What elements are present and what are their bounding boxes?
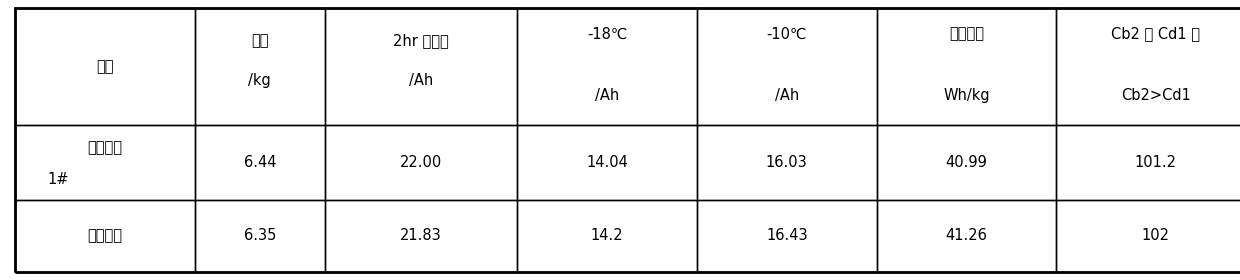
Text: 6.35: 6.35 — [243, 228, 277, 243]
Text: 22.00: 22.00 — [399, 155, 443, 170]
Text: Cb2>Cd1: Cb2>Cd1 — [1121, 88, 1190, 103]
Text: -18℃: -18℃ — [587, 27, 627, 41]
Text: /Ah: /Ah — [409, 73, 433, 88]
Text: 16.43: 16.43 — [766, 228, 807, 243]
Text: 16.03: 16.03 — [766, 155, 807, 170]
Bar — [1056, 8, 1240, 125]
Text: 41.26: 41.26 — [946, 228, 987, 243]
Text: /Ah: /Ah — [595, 88, 619, 103]
Text: -10℃: -10℃ — [766, 27, 807, 41]
Bar — [697, 125, 877, 200]
Text: /Ah: /Ah — [775, 88, 799, 103]
Text: 1#: 1# — [47, 172, 68, 186]
Text: 能量密度: 能量密度 — [949, 27, 985, 41]
Text: Wh/kg: Wh/kg — [944, 88, 990, 103]
Bar — [517, 8, 697, 125]
Text: 重量: 重量 — [250, 33, 269, 48]
Bar — [697, 8, 877, 125]
Bar — [195, 125, 325, 200]
Text: 102: 102 — [1142, 228, 1169, 243]
Text: 14.2: 14.2 — [590, 228, 624, 243]
Text: 现有技术: 现有技术 — [87, 140, 123, 155]
Bar — [325, 200, 517, 272]
Bar — [195, 200, 325, 272]
Text: 6.44: 6.44 — [243, 155, 277, 170]
Bar — [325, 125, 517, 200]
Bar — [15, 200, 195, 272]
Bar — [697, 200, 877, 272]
Text: 101.2: 101.2 — [1135, 155, 1177, 170]
Bar — [517, 200, 697, 272]
Text: 现有技术: 现有技术 — [87, 228, 123, 243]
Bar — [195, 8, 325, 125]
Bar — [1056, 200, 1240, 272]
Bar — [877, 200, 1056, 272]
Text: 14.04: 14.04 — [587, 155, 627, 170]
Bar — [15, 125, 195, 200]
Bar — [1056, 125, 1240, 200]
Bar — [877, 125, 1056, 200]
Text: /kg: /kg — [248, 73, 272, 88]
Text: 种类: 种类 — [95, 59, 114, 74]
Text: 2hr 最大值: 2hr 最大值 — [393, 33, 449, 48]
Text: Cb2 与 Cd1 值: Cb2 与 Cd1 值 — [1111, 27, 1200, 41]
Bar — [517, 125, 697, 200]
Text: 21.83: 21.83 — [401, 228, 441, 243]
Bar — [877, 8, 1056, 125]
Bar — [15, 8, 195, 125]
Text: 40.99: 40.99 — [946, 155, 987, 170]
Bar — [325, 8, 517, 125]
